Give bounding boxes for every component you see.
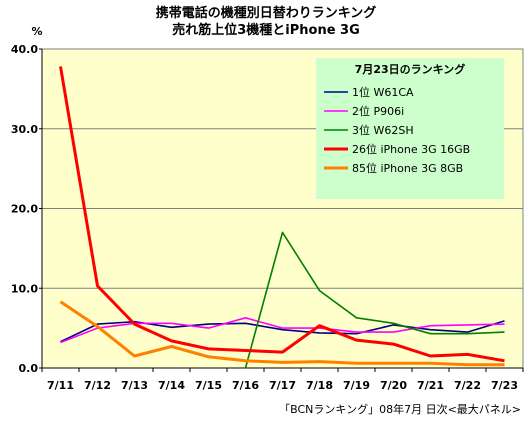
legend-label: 3位 W62SH bbox=[352, 123, 414, 137]
legend: 7月23日のランキング 1位 W61CA 2位 P906i 3位 W62SH 26位 … bbox=[316, 58, 504, 199]
legend-label: 2位 P906i bbox=[352, 104, 404, 118]
series-line-4 bbox=[59, 66, 505, 363]
x-tick-label: 7/17 bbox=[269, 379, 296, 392]
x-tick-label: 7/23 bbox=[491, 379, 518, 392]
legend-label: 85位 iPhone 3G 8GB bbox=[352, 161, 463, 175]
legend-title: 7月23日のランキング bbox=[355, 62, 466, 76]
x-tick-label: 7/18 bbox=[306, 379, 333, 392]
x-tick-label: 7/13 bbox=[121, 379, 148, 392]
chart-title-line-2: 売れ筋上位3機種とiPhone 3G bbox=[172, 22, 360, 38]
y-axis-tick-labels: 0.0 10.0 20.0 30.0 40.0 bbox=[11, 43, 38, 375]
x-axis-tick-labels: 7/11 7/12 7/13 7/14 7/15 7/16 7/17 7/18 7/19 7/20… bbox=[47, 379, 518, 392]
x-tick-label: 7/15 bbox=[195, 379, 222, 392]
y-tick-label: 20.0 bbox=[11, 203, 38, 216]
x-tick-label: 7/21 bbox=[417, 379, 444, 392]
series-line-1 bbox=[60, 320, 505, 343]
y-axis-unit-label: % bbox=[31, 25, 42, 38]
x-tick-label: 7/11 bbox=[47, 379, 74, 392]
y-tick-label: 30.0 bbox=[11, 123, 38, 136]
x-tick-label: 7/16 bbox=[232, 379, 259, 392]
series-line-3 bbox=[244, 231, 505, 369]
chart-title-line-1: 携帯電話の機種別日替わりランキング bbox=[156, 5, 377, 21]
y-tick-label: 10.0 bbox=[11, 282, 38, 295]
legend-label: 1位 W61CA bbox=[352, 85, 414, 99]
x-tick-label: 7/22 bbox=[454, 379, 481, 392]
legend-box bbox=[316, 58, 504, 199]
chart-title: 携帯電話の機種別日替わりランキング 売れ筋上位3機種とiPhone 3G bbox=[156, 5, 377, 38]
x-tick-label: 7/12 bbox=[84, 379, 111, 392]
legend-items: 1位 W61CA 2位 P906i 3位 W62SH 26位 iPhone 3G 16… bbox=[324, 85, 470, 175]
legend-label: 26位 iPhone 3G 16GB bbox=[352, 142, 470, 156]
x-tick-label: 7/14 bbox=[158, 379, 185, 392]
source-note: 「BCNランキング」08年7月 日次<最大パネル> bbox=[279, 402, 521, 416]
y-tick-label: 0.0 bbox=[19, 362, 39, 375]
x-tick-label: 7/19 bbox=[343, 379, 370, 392]
x-tick-label: 7/20 bbox=[380, 379, 407, 392]
y-tick-label: 40.0 bbox=[11, 43, 38, 56]
axes bbox=[39, 48, 524, 372]
series-line-5 bbox=[59, 300, 505, 367]
series-lines bbox=[59, 66, 505, 369]
